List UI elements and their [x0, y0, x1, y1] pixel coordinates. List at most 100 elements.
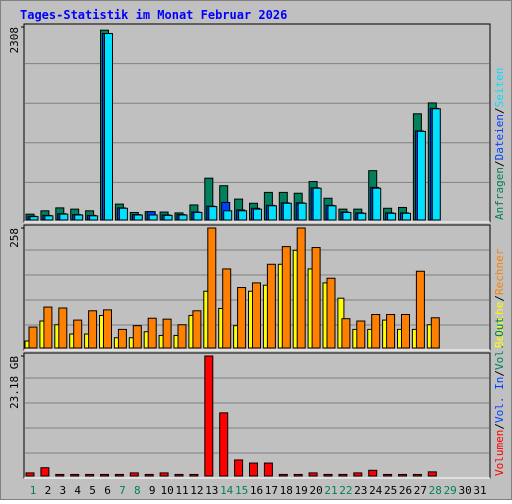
x-tick-label: 13: [205, 484, 218, 497]
bar: [368, 469, 378, 477]
bar: [249, 462, 258, 477]
x-tick-label: 28: [429, 484, 442, 497]
bar: [103, 309, 112, 349]
bar: [323, 473, 333, 477]
bar: [282, 202, 292, 221]
bar: [398, 473, 407, 477]
x-tick-label: 6: [104, 484, 111, 497]
x-tick-label: 11: [175, 484, 188, 497]
bar: [296, 227, 306, 349]
bar: [415, 270, 425, 349]
bar: [159, 472, 169, 477]
bar: [387, 212, 397, 221]
legend-separator: /: [493, 370, 506, 377]
y-tick-label: 258: [8, 228, 21, 248]
legend-separator: /: [493, 160, 506, 167]
bar: [117, 328, 127, 349]
x-tick-label: 5: [89, 484, 96, 497]
bar: [371, 314, 381, 349]
bar: [163, 214, 173, 221]
x-tick-label: 20: [309, 484, 322, 497]
bar: [89, 215, 99, 221]
bar: [427, 471, 437, 477]
bar: [266, 263, 276, 349]
bar: [148, 214, 158, 221]
legend: Besuche/Rechner: [493, 248, 506, 348]
bar: [147, 317, 157, 349]
bar: [28, 326, 38, 349]
bar: [177, 324, 187, 349]
bar: [70, 473, 80, 477]
x-tick-label: 22: [339, 484, 352, 497]
bar: [88, 310, 98, 349]
bar: [118, 207, 128, 221]
x-tick-label: 2: [45, 484, 52, 497]
legend-entry: Rechner: [493, 248, 506, 295]
bar: [342, 211, 352, 221]
bar: [207, 227, 217, 349]
bar: [219, 412, 229, 477]
x-tick-label: 29: [444, 484, 457, 497]
bar: [430, 317, 440, 349]
x-tick-label: 31: [473, 484, 486, 497]
bar: [133, 214, 143, 221]
x-tick-label: 30: [458, 484, 471, 497]
bar: [58, 307, 68, 349]
legend-entry: Volumen: [493, 430, 506, 476]
bar: [73, 319, 83, 349]
legend-separator: /: [493, 423, 506, 430]
x-tick-label: 10: [160, 484, 173, 497]
bar: [192, 310, 202, 349]
chart-title: Tages-Statistik im Monat Februar 2026: [20, 8, 287, 22]
x-tick-label: 27: [414, 484, 427, 497]
x-tick-label: 12: [190, 484, 203, 497]
legend: Volumen/Vol. In/Vol. Out: [493, 317, 506, 476]
bar: [372, 187, 382, 221]
bar: [383, 473, 393, 477]
bar: [55, 473, 65, 477]
bar: [144, 473, 154, 477]
bar: [100, 473, 109, 477]
x-tick-label: 7: [119, 484, 126, 497]
x-tick-label: 21: [324, 484, 337, 497]
x-tick-label: 23: [354, 484, 367, 497]
bar: [204, 355, 214, 477]
legend-entry: Dateien: [493, 114, 506, 160]
bar: [174, 473, 184, 477]
x-tick-label: 15: [235, 484, 248, 497]
bar: [431, 108, 441, 221]
bar: [353, 472, 363, 477]
bar: [238, 210, 248, 221]
bar: [223, 210, 233, 221]
bar: [416, 130, 426, 221]
bar: [237, 287, 247, 349]
bar: [40, 467, 50, 477]
x-tick-label: 25: [384, 484, 397, 497]
x-tick-label: 17: [265, 484, 278, 497]
legend-entry: Vol. Out: [493, 317, 506, 370]
bar: [129, 472, 139, 477]
legend-entry: Anfragen: [493, 167, 506, 220]
bar: [297, 202, 307, 221]
x-tick-label: 9: [149, 484, 156, 497]
bar: [263, 462, 273, 477]
bar: [293, 473, 303, 477]
legend-entry: Vol. In: [493, 377, 506, 423]
bar: [341, 318, 351, 349]
bar: [29, 216, 39, 221]
bar: [193, 211, 203, 221]
panel: [23, 352, 491, 479]
bar: [178, 214, 188, 221]
bar: [208, 206, 218, 221]
bar: [412, 473, 422, 477]
bar: [59, 213, 69, 221]
bar: [281, 246, 291, 349]
x-tick-label: 8: [134, 484, 141, 497]
bar: [267, 205, 277, 221]
bar: [44, 215, 54, 221]
bar: [25, 472, 35, 477]
bar: [189, 473, 199, 477]
bar: [114, 473, 124, 477]
x-tick-label: 1: [30, 484, 37, 497]
bar: [132, 325, 142, 349]
